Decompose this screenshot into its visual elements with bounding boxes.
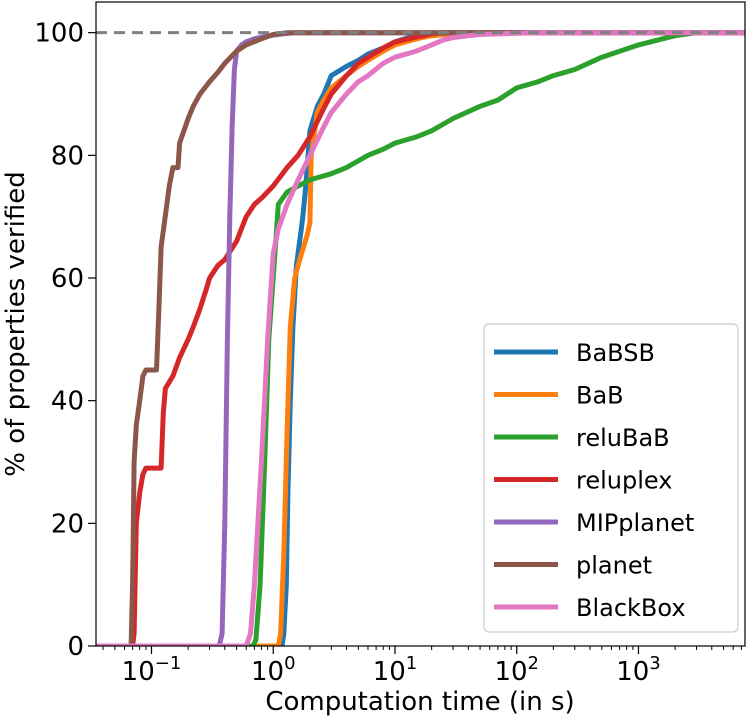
x-tick-label: 101 bbox=[373, 653, 418, 687]
legend-label-babsb: BaBSB bbox=[576, 339, 655, 367]
y-axis-ticks: 0 20 40 60 80 100 bbox=[34, 19, 96, 662]
legend-label-reluplex: reluplex bbox=[576, 467, 672, 495]
x-axis-ticks: 10−1 100 101 102 103 bbox=[102, 646, 742, 687]
x-tick-label: 10−1 bbox=[122, 653, 182, 687]
legend-label-planet: planet bbox=[576, 552, 652, 580]
series-line-planet bbox=[96, 30, 745, 646]
x-axis-label: Computation time (in s) bbox=[265, 687, 574, 717]
series-line-blackbox bbox=[96, 30, 745, 646]
x-tick-label: 102 bbox=[494, 653, 539, 687]
x-tick-label: 100 bbox=[251, 653, 296, 687]
legend-label-blackbox: BlackBox bbox=[576, 594, 686, 622]
x-tick-label: 103 bbox=[616, 653, 661, 687]
series-layer bbox=[96, 30, 745, 646]
plot-frame bbox=[95, 1, 746, 647]
y-tick-label: 100 bbox=[34, 19, 84, 49]
y-tick-label: 0 bbox=[67, 632, 84, 662]
legend-label-relubab: reluBaB bbox=[576, 424, 670, 452]
legend-box bbox=[483, 323, 739, 633]
y-tick-label: 80 bbox=[51, 141, 84, 171]
y-tick-label: 20 bbox=[51, 509, 84, 539]
legend-label-mipplanet: MIPplanet bbox=[576, 509, 694, 537]
y-tick-label: 40 bbox=[51, 387, 84, 417]
legend: BaBSB BaB reluBaB reluplex MIPplanet planet Bl… bbox=[483, 323, 739, 633]
legend-label-bab: BaB bbox=[576, 382, 624, 410]
y-tick-label: 60 bbox=[51, 264, 84, 294]
y-axis-label: % of properties verified bbox=[1, 171, 31, 476]
